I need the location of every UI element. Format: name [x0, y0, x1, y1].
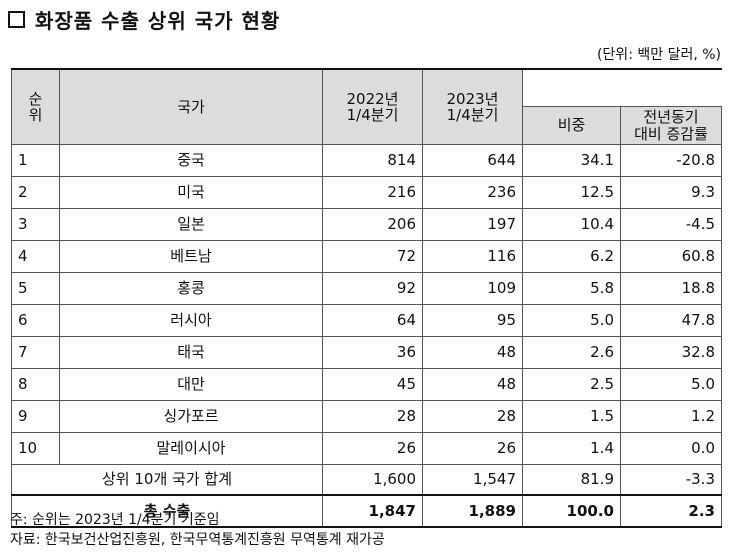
share-cell: 2.6 [522, 336, 621, 369]
yoy-cell: -20.8 [620, 144, 722, 177]
q2023-cell: 26 [422, 432, 523, 465]
subtotal-label: 상위 10개 국가 합계 [11, 464, 323, 496]
country-cell: 싱가포르 [59, 400, 323, 433]
export-table: 순 위 국가 2022년 1/4분기 2023년 1/4분기 비중 전년동기 대… [11, 68, 722, 528]
table-row: 3 일본 206 197 10.4 -4.5 [11, 208, 722, 241]
q2023-cell: 109 [422, 272, 523, 305]
country-cell: 일본 [59, 208, 323, 241]
table-row: 6 러시아 64 95 5.0 47.8 [11, 304, 722, 337]
yoy-cell: 47.8 [620, 304, 722, 337]
table-row: 10 말레이시아 26 26 1.4 0.0 [11, 432, 722, 465]
q2022-cell: 72 [322, 240, 423, 273]
subtotal-share: 81.9 [522, 464, 621, 496]
title-row: 화장품 수출 상위 국가 현황 [8, 4, 280, 34]
country-cell: 미국 [59, 176, 323, 209]
country-cell: 말레이시아 [59, 432, 323, 465]
yoy-cell: 32.8 [620, 336, 722, 369]
total-share: 100.0 [522, 494, 621, 528]
total-yoy: 2.3 [620, 494, 722, 528]
share-cell: 10.4 [522, 208, 621, 241]
q2022-cell: 28 [322, 400, 423, 433]
q2023-cell: 48 [422, 336, 523, 369]
share-cell: 1.5 [522, 400, 621, 433]
rank-cell: 10 [11, 432, 60, 465]
header-yoy: 전년동기 대비 증감률 [620, 106, 722, 145]
rank-cell: 4 [11, 240, 60, 273]
table-row: 2 미국 216 236 12.5 9.3 [11, 176, 722, 209]
country-cell: 홍콩 [59, 272, 323, 305]
table-row: 1 중국 814 644 34.1 -20.8 [11, 144, 722, 177]
yoy-cell: -4.5 [620, 208, 722, 241]
table-row: 4 베트남 72 116 6.2 60.8 [11, 240, 722, 273]
header-country: 국가 [59, 68, 323, 145]
country-cell: 베트남 [59, 240, 323, 273]
q2022-cell: 814 [322, 144, 423, 177]
q2022-cell: 26 [322, 432, 423, 465]
q2023-cell: 197 [422, 208, 523, 241]
subtotal-row: 상위 10개 국가 합계 1,600 1,547 81.9 -3.3 [11, 464, 722, 496]
total-q2022: 1,847 [322, 494, 423, 528]
country-cell: 대만 [59, 368, 323, 401]
subtotal-yoy: -3.3 [620, 464, 722, 496]
q2022-cell: 64 [322, 304, 423, 337]
header-rank: 순 위 [11, 68, 60, 145]
rank-cell: 7 [11, 336, 60, 369]
total-label: 총 수출 [11, 494, 323, 528]
note-source: 자료: 한국보건산업진흥원, 한국무역통계진흥원 무역통계 재가공 [10, 532, 385, 548]
q2022-cell: 216 [322, 176, 423, 209]
q2022-cell: 206 [322, 208, 423, 241]
rank-cell: 6 [11, 304, 60, 337]
page-title: 화장품 수출 상위 국가 현황 [35, 8, 281, 33]
q2023-cell: 28 [422, 400, 523, 433]
subtotal-q2023: 1,547 [422, 464, 523, 496]
share-cell: 5.0 [522, 304, 621, 337]
yoy-cell: 0.0 [620, 432, 722, 465]
q2022-cell: 36 [322, 336, 423, 369]
unit-label: (단위: 백만 달러, %) [596, 47, 721, 63]
q2023-cell: 95 [422, 304, 523, 337]
rank-cell: 8 [11, 368, 60, 401]
q2022-cell: 45 [322, 368, 423, 401]
share-cell: 34.1 [522, 144, 621, 177]
note-basis: 주: 순위는 2023년 1/4분기 기준임 [10, 512, 220, 528]
share-cell: 5.8 [522, 272, 621, 305]
rank-cell: 3 [11, 208, 60, 241]
header-share: 비중 [522, 106, 621, 145]
table-row: 9 싱가포르 28 28 1.5 1.2 [11, 400, 722, 433]
country-cell: 중국 [59, 144, 323, 177]
yoy-cell: 18.8 [620, 272, 722, 305]
yoy-cell: 60.8 [620, 240, 722, 273]
rank-cell: 9 [11, 400, 60, 433]
q2023-cell: 48 [422, 368, 523, 401]
country-cell: 태국 [59, 336, 323, 369]
q2022-cell: 92 [322, 272, 423, 305]
share-cell: 2.5 [522, 368, 621, 401]
yoy-cell: 9.3 [620, 176, 722, 209]
total-q2023: 1,889 [422, 494, 523, 528]
q2023-cell: 236 [422, 176, 523, 209]
title-box-icon [8, 10, 25, 28]
yoy-cell: 5.0 [620, 368, 722, 401]
subtotal-q2022: 1,600 [322, 464, 423, 496]
country-cell: 러시아 [59, 304, 323, 337]
share-cell: 6.2 [522, 240, 621, 273]
total-row: 총 수출 1,847 1,889 100.0 2.3 [11, 494, 722, 528]
header-q2023: 2023년 1/4분기 [422, 68, 523, 145]
notes: 주: 순위는 2023년 1/4분기 기준임 자료: 한국보건산업진흥원, 한국… [10, 510, 385, 550]
table-row: 7 태국 36 48 2.6 32.8 [11, 336, 722, 369]
table-row: 8 대만 45 48 2.5 5.0 [11, 368, 722, 401]
header-q2022: 2022년 1/4분기 [322, 68, 423, 145]
rank-cell: 5 [11, 272, 60, 305]
q2023-cell: 644 [422, 144, 523, 177]
table-row: 5 홍콩 92 109 5.8 18.8 [11, 272, 722, 305]
q2023-cell: 116 [422, 240, 523, 273]
share-cell: 12.5 [522, 176, 621, 209]
yoy-cell: 1.2 [620, 400, 722, 433]
header-blank [522, 69, 722, 107]
share-cell: 1.4 [522, 432, 621, 465]
rank-cell: 2 [11, 176, 60, 209]
rank-cell: 1 [11, 144, 60, 177]
